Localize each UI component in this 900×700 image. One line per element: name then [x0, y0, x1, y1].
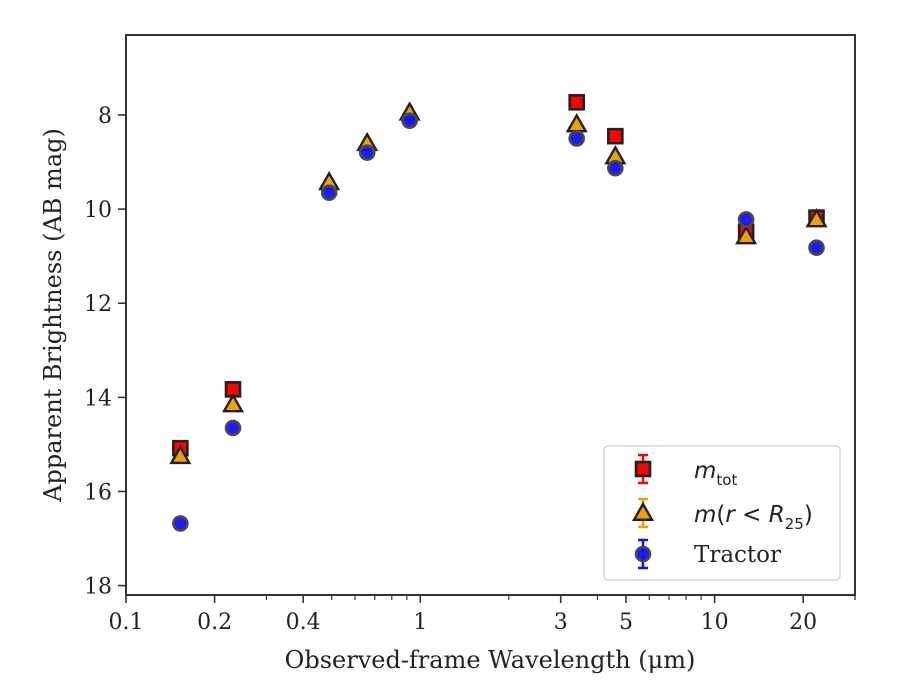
x-tick-label: 5 — [619, 610, 633, 635]
y-axis: 8 10 12 14 16 18 — [84, 104, 126, 600]
x-tick-label: 0.2 — [197, 610, 232, 635]
legend-box — [603, 445, 841, 581]
x-axis-label: Observed-frame Wavelength (μm) — [285, 646, 696, 674]
legend-label-tractor: Tractor — [694, 542, 781, 568]
y-axis-label: Apparent Brightness (AB mag) — [39, 128, 67, 503]
legend-marker-tractor — [634, 545, 652, 563]
point-mr25 — [221, 392, 245, 413]
point-tractor — [607, 159, 624, 177]
data-points — [169, 93, 828, 532]
legend-label-mtot: mtot — [694, 458, 737, 489]
y-tick-label: 18 — [84, 575, 112, 600]
point-mr25 — [805, 208, 828, 228]
point-tractor — [808, 239, 825, 257]
point-mr25 — [169, 444, 192, 465]
legend: mtot m(r < R25) Tractor — [603, 445, 841, 581]
point-tractor — [568, 130, 586, 147]
x-tick-label: 0.4 — [286, 610, 321, 635]
point-mtot — [607, 127, 624, 145]
y-tick-label: 10 — [84, 198, 112, 223]
x-tick-label: 3 — [554, 610, 568, 635]
y-tick-label: 12 — [84, 292, 112, 317]
x-tick-label: 0.1 — [109, 610, 144, 635]
point-tractor — [224, 419, 242, 437]
legend-marker-mr25 — [631, 501, 655, 521]
legend-symbols — [631, 453, 655, 570]
point-mr25 — [735, 224, 758, 245]
y-tick-label: 14 — [84, 386, 112, 411]
point-tractor — [320, 184, 338, 201]
x-tick-label: 10 — [701, 610, 729, 635]
point-tractor — [358, 144, 376, 161]
point-mtot — [568, 93, 586, 111]
point-tractor — [172, 515, 189, 532]
y-tick-label: 16 — [84, 480, 112, 505]
x-tick-label: 20 — [789, 610, 817, 635]
point-tractor — [401, 112, 418, 129]
x-tick-label: 1 — [413, 610, 427, 635]
point-tractor — [737, 211, 755, 228]
y-tick-label: 8 — [98, 104, 112, 129]
legend-marker-mtot — [634, 460, 652, 478]
x-axis: 0.1 0.2 0.4 1 3 5 10 20 — [109, 595, 856, 635]
legend-label-mr25: m(r < R25) — [694, 502, 813, 533]
